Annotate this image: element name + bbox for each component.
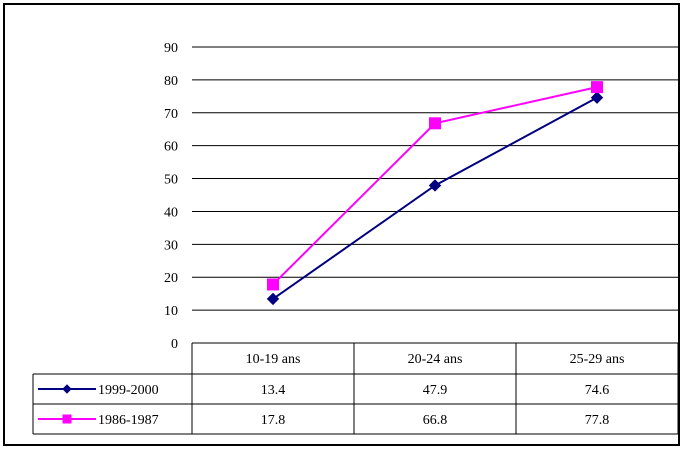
chart-frame <box>3 3 680 446</box>
data-point <box>591 81 603 94</box>
data-label: 47.9 <box>423 383 448 398</box>
data-point <box>267 278 279 291</box>
data-point <box>266 292 280 306</box>
y-axis-ticks: 0 10 20 30 40 50 60 70 80 90 <box>164 41 178 352</box>
legend-marker <box>62 414 72 424</box>
data-label: 17.8 <box>261 413 286 428</box>
legend-label: 1999-2000 <box>98 383 159 398</box>
x-category-label: 10-19 ans <box>246 352 301 367</box>
y-tick-label: 60 <box>164 140 178 155</box>
y-tick-label: 70 <box>164 107 178 122</box>
y-tick-label: 40 <box>164 205 178 220</box>
x-category-label: 25-29 ans <box>570 352 625 367</box>
data-label: 66.8 <box>423 413 448 428</box>
data-table: 10-19 ans 20-24 ans 25-29 ans 1999-2000 13.4… <box>32 342 679 435</box>
legend-marker <box>62 384 72 394</box>
data-label: 13.4 <box>261 383 286 398</box>
gridlines <box>192 46 678 311</box>
x-category-label: 20-24 ans <box>408 352 463 367</box>
y-tick-label: 80 <box>164 74 178 89</box>
y-tick-label: 0 <box>171 337 178 352</box>
series-layer <box>266 81 604 306</box>
y-tick-label: 50 <box>164 173 178 188</box>
data-point <box>590 91 604 104</box>
data-point <box>429 117 441 130</box>
data-label: 74.6 <box>585 383 610 398</box>
y-tick-label: 10 <box>164 304 178 319</box>
y-tick-label: 20 <box>164 271 178 286</box>
y-tick-label: 30 <box>164 238 178 253</box>
data-point <box>428 179 442 192</box>
legend-label: 1986-1987 <box>98 413 159 428</box>
y-tick-label: 90 <box>164 41 178 56</box>
data-label: 77.8 <box>585 413 610 428</box>
